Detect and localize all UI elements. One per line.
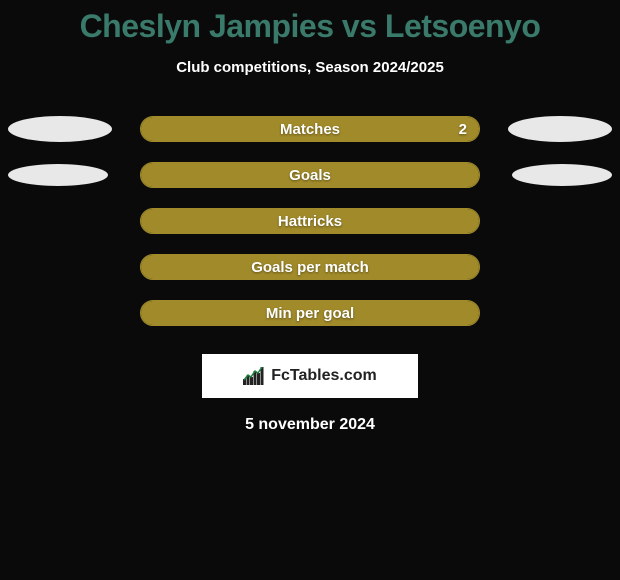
stat-bar: Goals — [140, 162, 480, 188]
stat-bar: Min per goal — [140, 300, 480, 326]
stat-row-goals: Goals — [0, 162, 620, 188]
page-title: Cheslyn Jampies vs Letsoenyo — [0, 8, 620, 45]
logo-chart-icon — [243, 367, 265, 385]
date-text: 5 november 2024 — [0, 416, 620, 434]
subtitle: Club competitions, Season 2024/2025 — [0, 59, 620, 76]
stat-bar: Matches 2 — [140, 116, 480, 142]
left-marker — [8, 164, 108, 186]
stat-row-matches: Matches 2 — [0, 116, 620, 142]
left-marker — [8, 116, 112, 142]
stat-row-min-per-goal: Min per goal — [0, 300, 620, 326]
bar-value: 2 — [459, 117, 467, 141]
bar-label: Matches — [141, 117, 479, 141]
logo-svg — [243, 367, 265, 385]
stat-bar: Hattricks — [140, 208, 480, 234]
fctables-logo: FcTables.com — [202, 354, 418, 398]
stat-bar: Goals per match — [140, 254, 480, 280]
stat-row-goals-per-match: Goals per match — [0, 254, 620, 280]
bar-label: Hattricks — [141, 209, 479, 233]
right-marker — [508, 116, 612, 142]
logo-text: FcTables.com — [271, 367, 377, 385]
right-marker — [512, 164, 612, 186]
bar-label: Goals — [141, 163, 479, 187]
stat-rows: Matches 2 Goals Hattricks — [0, 116, 620, 326]
bar-label: Goals per match — [141, 255, 479, 279]
comparison-infographic: Cheslyn Jampies vs Letsoenyo Club compet… — [0, 0, 620, 434]
bar-label: Min per goal — [141, 301, 479, 325]
stat-row-hattricks: Hattricks — [0, 208, 620, 234]
